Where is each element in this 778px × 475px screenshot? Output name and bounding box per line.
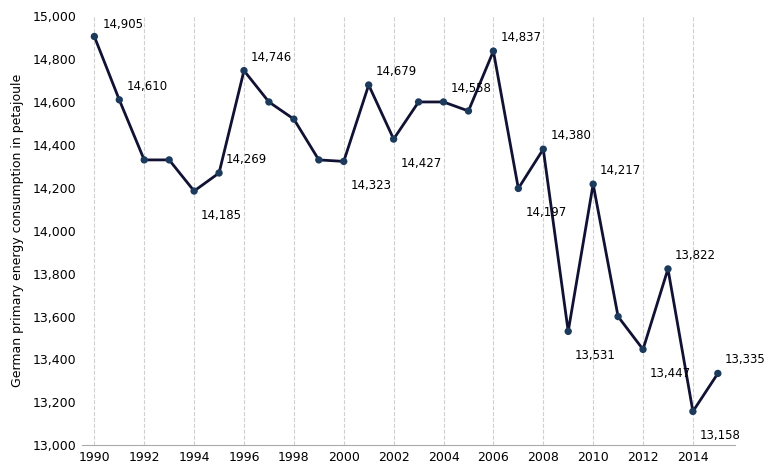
- Point: [288, 115, 300, 123]
- Text: 14,427: 14,427: [401, 157, 442, 170]
- Point: [512, 185, 524, 192]
- Point: [662, 265, 675, 273]
- Point: [88, 33, 100, 40]
- Point: [213, 169, 226, 177]
- Point: [238, 67, 251, 75]
- Point: [263, 98, 275, 106]
- Point: [387, 135, 400, 143]
- Point: [562, 328, 574, 335]
- Point: [712, 370, 724, 377]
- Point: [437, 98, 450, 106]
- Point: [338, 158, 350, 165]
- Text: 13,822: 13,822: [675, 249, 716, 262]
- Text: 14,380: 14,380: [550, 129, 591, 142]
- Point: [637, 346, 650, 353]
- Point: [187, 187, 200, 195]
- Point: [163, 156, 175, 164]
- Text: 14,905: 14,905: [103, 18, 144, 31]
- Text: 13,158: 13,158: [700, 429, 741, 443]
- Point: [462, 107, 475, 115]
- Point: [113, 96, 125, 104]
- Text: 14,679: 14,679: [376, 65, 417, 78]
- Text: 14,185: 14,185: [201, 209, 242, 222]
- Text: 14,217: 14,217: [600, 164, 641, 177]
- Point: [138, 156, 150, 164]
- Text: 14,558: 14,558: [450, 82, 492, 95]
- Point: [612, 313, 624, 320]
- Text: 14,323: 14,323: [351, 180, 391, 192]
- Text: 13,531: 13,531: [575, 350, 616, 362]
- Text: 14,746: 14,746: [251, 51, 293, 64]
- Point: [587, 180, 599, 188]
- Point: [313, 156, 325, 164]
- Text: 13,447: 13,447: [650, 368, 691, 380]
- Text: 14,197: 14,197: [525, 207, 566, 219]
- Text: 14,269: 14,269: [226, 153, 267, 166]
- Text: 14,610: 14,610: [126, 80, 167, 93]
- Y-axis label: German primary energy consumption in petajoule: German primary energy consumption in pet…: [11, 74, 24, 387]
- Text: 13,335: 13,335: [725, 353, 766, 367]
- Point: [412, 98, 425, 106]
- Text: 14,837: 14,837: [500, 31, 541, 44]
- Point: [487, 48, 499, 55]
- Point: [537, 145, 549, 153]
- Point: [687, 408, 699, 415]
- Point: [363, 81, 375, 89]
